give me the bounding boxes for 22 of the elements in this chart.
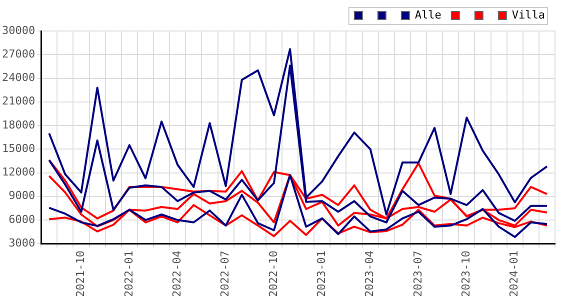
y-tick-label: 6000 bbox=[8, 212, 36, 226]
x-tick-label: 2023-07 bbox=[411, 250, 424, 297]
x-tick-label: 2024-01 bbox=[508, 250, 521, 297]
legend-label: Alle bbox=[414, 8, 442, 22]
y-tick-label: 27000 bbox=[2, 47, 36, 60]
x-tick-label: 2022-01 bbox=[122, 250, 136, 297]
y-tick-label: 9000 bbox=[8, 189, 36, 202]
x-tick-label: 2023-04 bbox=[363, 250, 376, 297]
x-tick-label: 2023-10 bbox=[460, 250, 473, 297]
y-tick-label: 15000 bbox=[2, 142, 36, 155]
x-tick-label: 2021-10 bbox=[74, 250, 88, 297]
y-tick-label: 3000 bbox=[8, 236, 36, 250]
y-tick-label: 21000 bbox=[2, 94, 36, 108]
y-tick-label: 24000 bbox=[2, 71, 36, 84]
x-tick-label: 2022-10 bbox=[266, 250, 280, 297]
legend-label: Villa bbox=[512, 8, 546, 22]
y-tick-label: 18000 bbox=[2, 118, 36, 132]
x-tick-label: 2022-07 bbox=[218, 250, 232, 297]
x-tick-label: 2023-01 bbox=[315, 250, 328, 297]
y-tick-label: 12000 bbox=[2, 166, 36, 179]
x-tick-label: 2022-04 bbox=[170, 250, 184, 297]
y-tick-label: 30000 bbox=[2, 24, 36, 37]
